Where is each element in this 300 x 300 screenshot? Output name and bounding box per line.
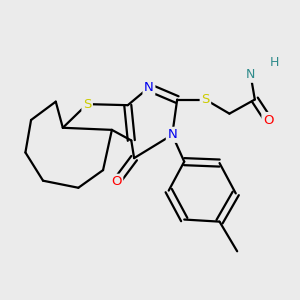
Text: S: S: [201, 93, 210, 106]
Text: N: N: [144, 81, 154, 94]
Text: N: N: [167, 128, 177, 141]
Text: O: O: [111, 175, 122, 188]
Text: H: H: [270, 56, 279, 69]
Text: N: N: [246, 68, 255, 81]
Text: S: S: [83, 98, 92, 111]
Text: O: O: [263, 113, 274, 127]
